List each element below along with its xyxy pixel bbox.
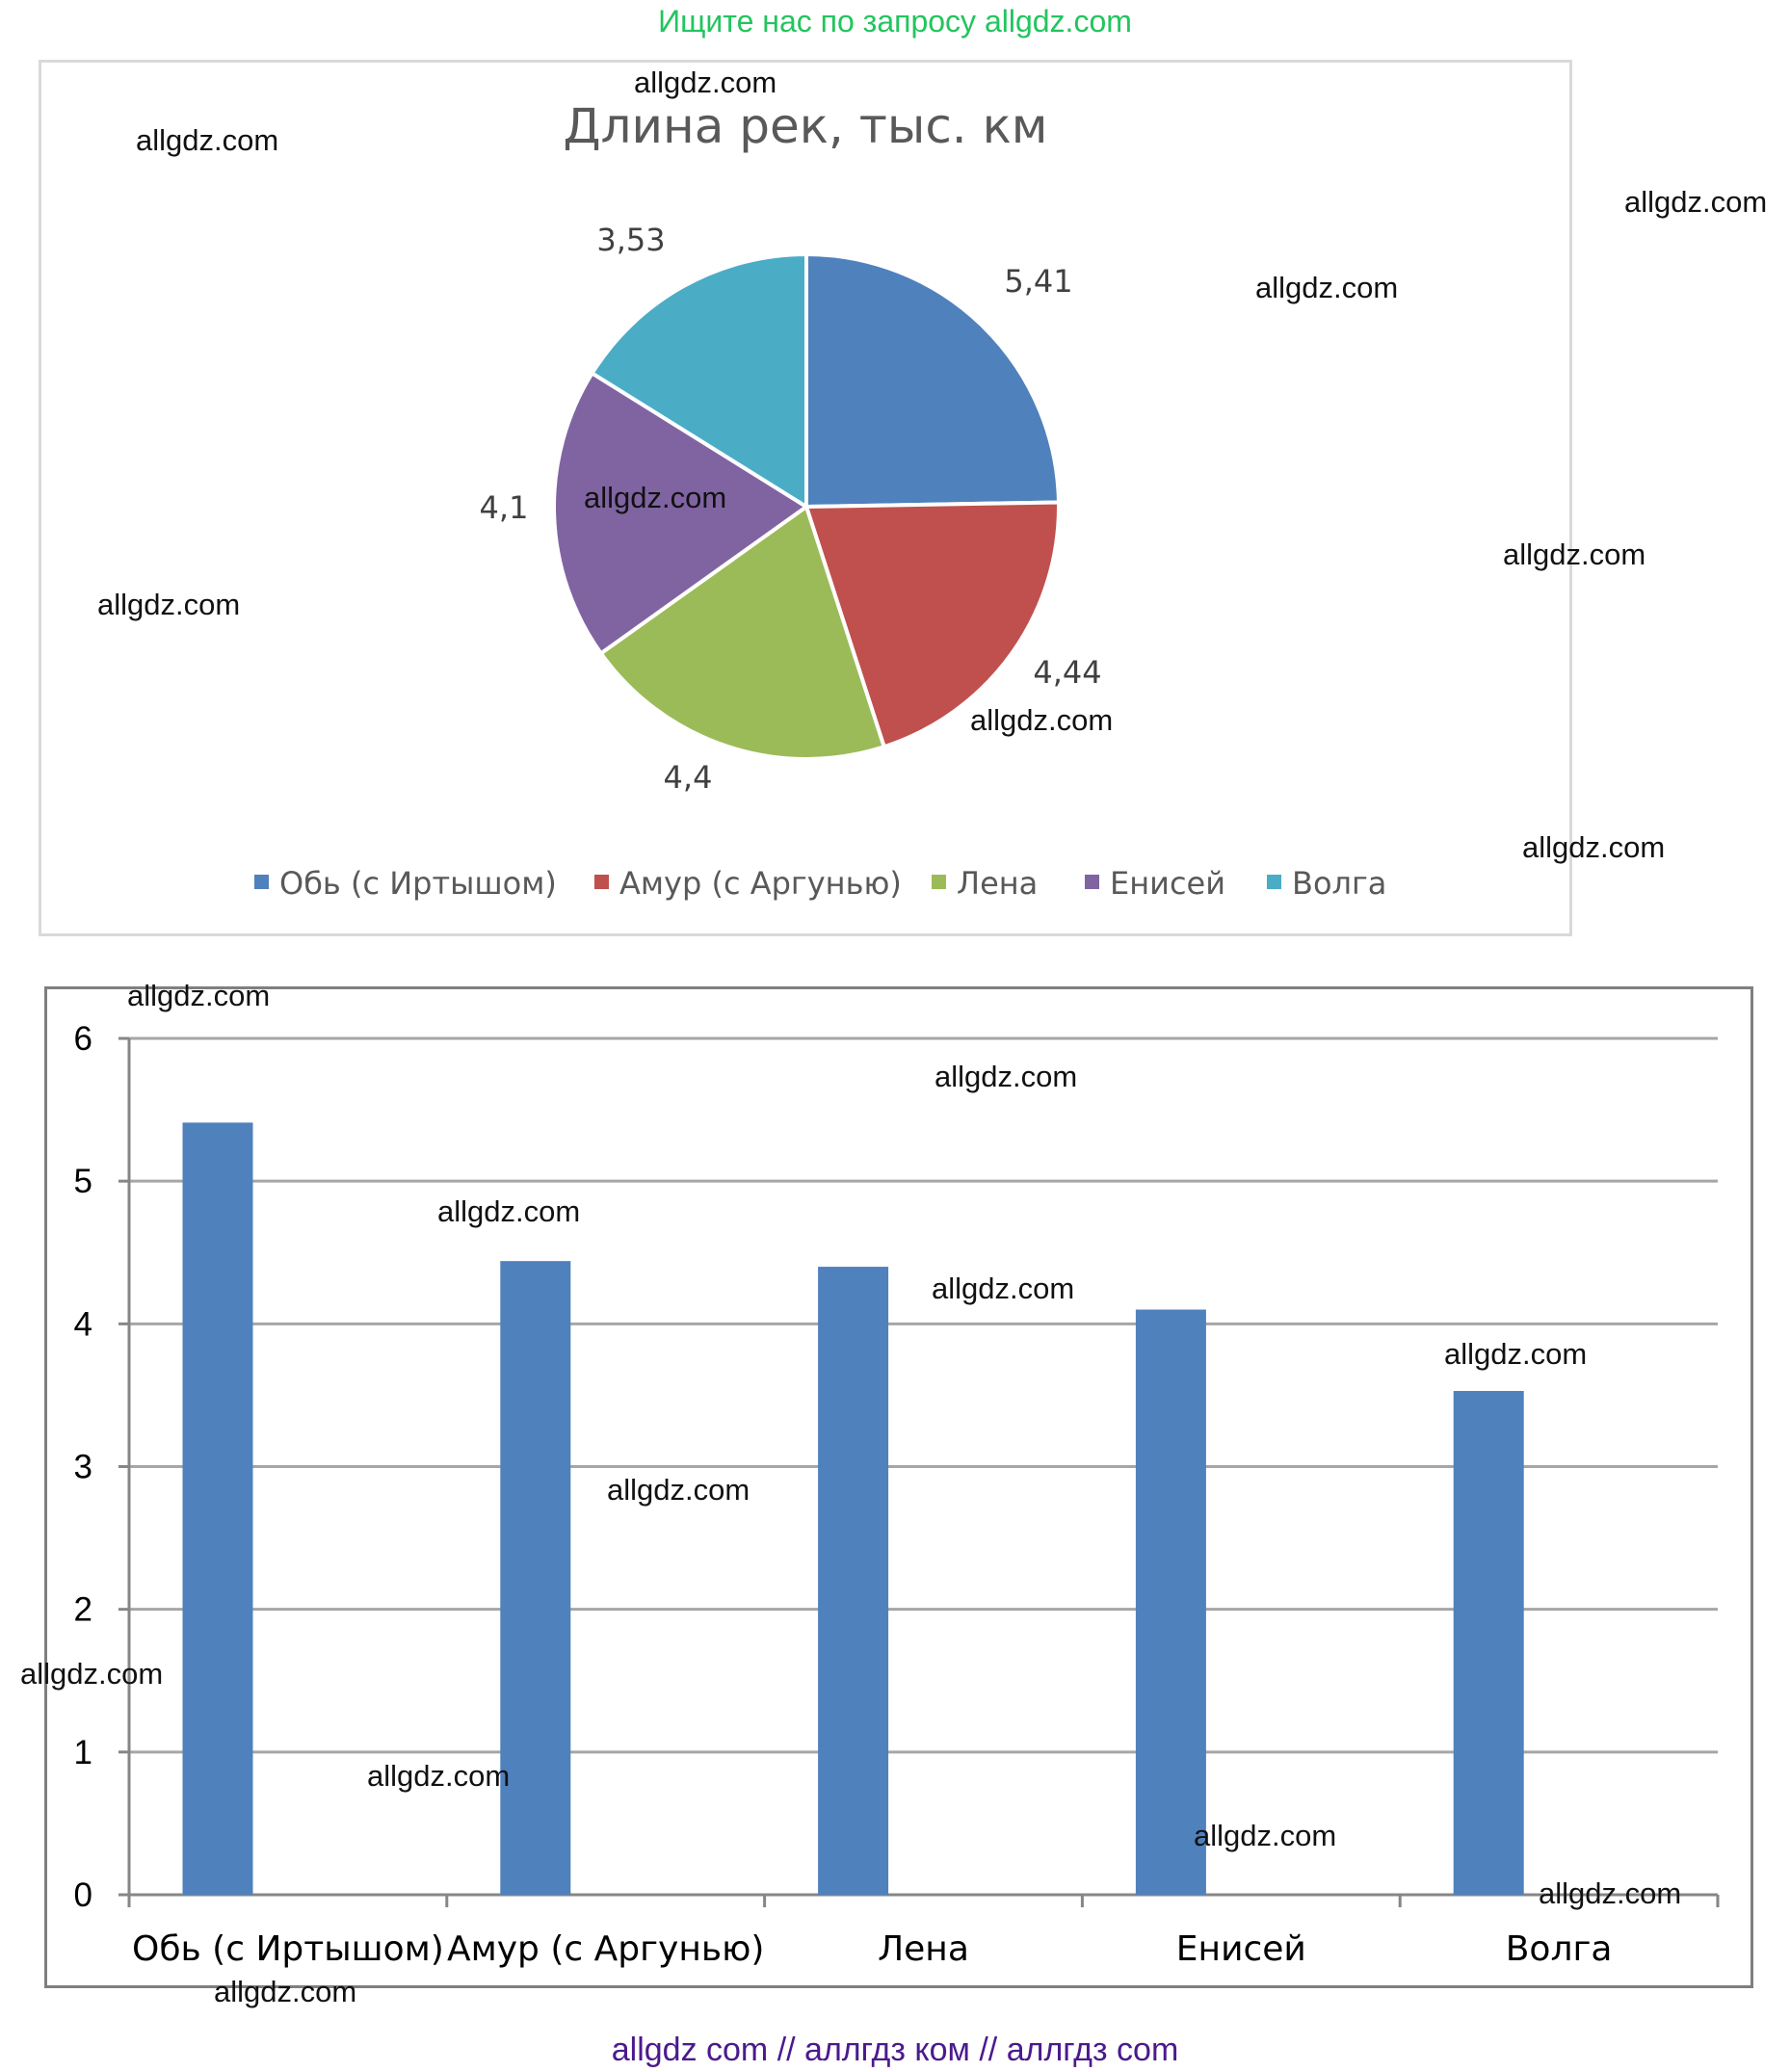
bar (1453, 1390, 1524, 1895)
watermark: allgdz.com (1255, 271, 1399, 304)
pie-slice (804, 251, 1061, 510)
watermark: allgdz.com (1539, 1876, 1682, 1910)
legend-label: Лена (957, 865, 1038, 902)
y-tick-label: 1 (74, 1734, 92, 1771)
legend-label: Волга (1292, 865, 1386, 902)
pie-data-label: 4,4 (664, 759, 713, 796)
top-banner: Ищите нас по запросу allgdz.com (658, 4, 1132, 39)
watermark: allgdz.com (1624, 185, 1768, 219)
legend-swatch (594, 875, 609, 889)
watermark: allgdz.com (97, 588, 241, 621)
watermark: allgdz.com (607, 1473, 750, 1507)
watermark: allgdz.com (214, 1975, 357, 2008)
watermark: allgdz.com (20, 1657, 164, 1691)
watermark: allgdz.com (136, 123, 279, 157)
y-tick-label: 2 (74, 1591, 92, 1629)
y-tick-label: 6 (74, 1020, 92, 1058)
pie-data-label: 4,1 (480, 489, 529, 526)
bar (182, 1122, 253, 1895)
watermark: allgdz.com (127, 979, 271, 1012)
watermark: allgdz.com (367, 1759, 511, 1793)
legend-label: Амур (с Аргунью) (619, 865, 902, 902)
legend-label: Енисей (1110, 865, 1225, 902)
pie-title: Длина рек, тыс. км (563, 98, 1047, 154)
pie-slice (803, 500, 1061, 749)
bar-chart-frame (44, 986, 1753, 1988)
legend-label: Обь (с Иртышом) (279, 865, 557, 902)
x-tick-label: Волга (1506, 1929, 1613, 1969)
watermark: allgdz.com (634, 66, 777, 99)
watermark: allgdz.com (1194, 1819, 1337, 1852)
x-tick-label: Лена (878, 1929, 969, 1969)
y-tick-label: 5 (74, 1163, 92, 1200)
watermark: allgdz.com (934, 1060, 1078, 1093)
pie-data-label: 3,53 (596, 222, 665, 258)
pie-slice (552, 370, 810, 657)
legend-swatch (254, 875, 269, 889)
bar (500, 1261, 571, 1895)
legend-swatch (932, 875, 946, 889)
x-tick-label: Обь (с Иртышом) (132, 1929, 444, 1969)
pie-slice (589, 251, 808, 511)
pie-chart-frame (39, 60, 1572, 936)
x-tick-label: Енисей (1176, 1929, 1306, 1969)
y-tick-label: 0 (74, 1876, 92, 1914)
bar (818, 1267, 889, 1895)
watermark: allgdz.com (437, 1194, 581, 1228)
bar (1135, 1309, 1206, 1895)
legend-swatch (1267, 875, 1281, 889)
pie-data-label: 4,44 (1033, 654, 1101, 691)
pie-data-label: 5,41 (1004, 263, 1072, 300)
y-tick-label: 3 (74, 1449, 92, 1486)
watermark: allgdz.com (584, 481, 727, 514)
watermark: allgdz.com (1503, 538, 1646, 571)
watermark: allgdz.com (1444, 1337, 1588, 1371)
x-tick-label: Амур (с Аргунью) (447, 1929, 764, 1969)
y-tick-label: 4 (74, 1305, 92, 1343)
watermark: allgdz.com (1522, 830, 1666, 864)
legend-swatch (1085, 875, 1099, 889)
bottom-banner: allgdz com // аллгдз ком // аллгдз com (611, 2032, 1179, 2068)
pie-slice (598, 503, 887, 761)
watermark: allgdz.com (932, 1272, 1075, 1305)
watermark: allgdz.com (970, 703, 1114, 737)
